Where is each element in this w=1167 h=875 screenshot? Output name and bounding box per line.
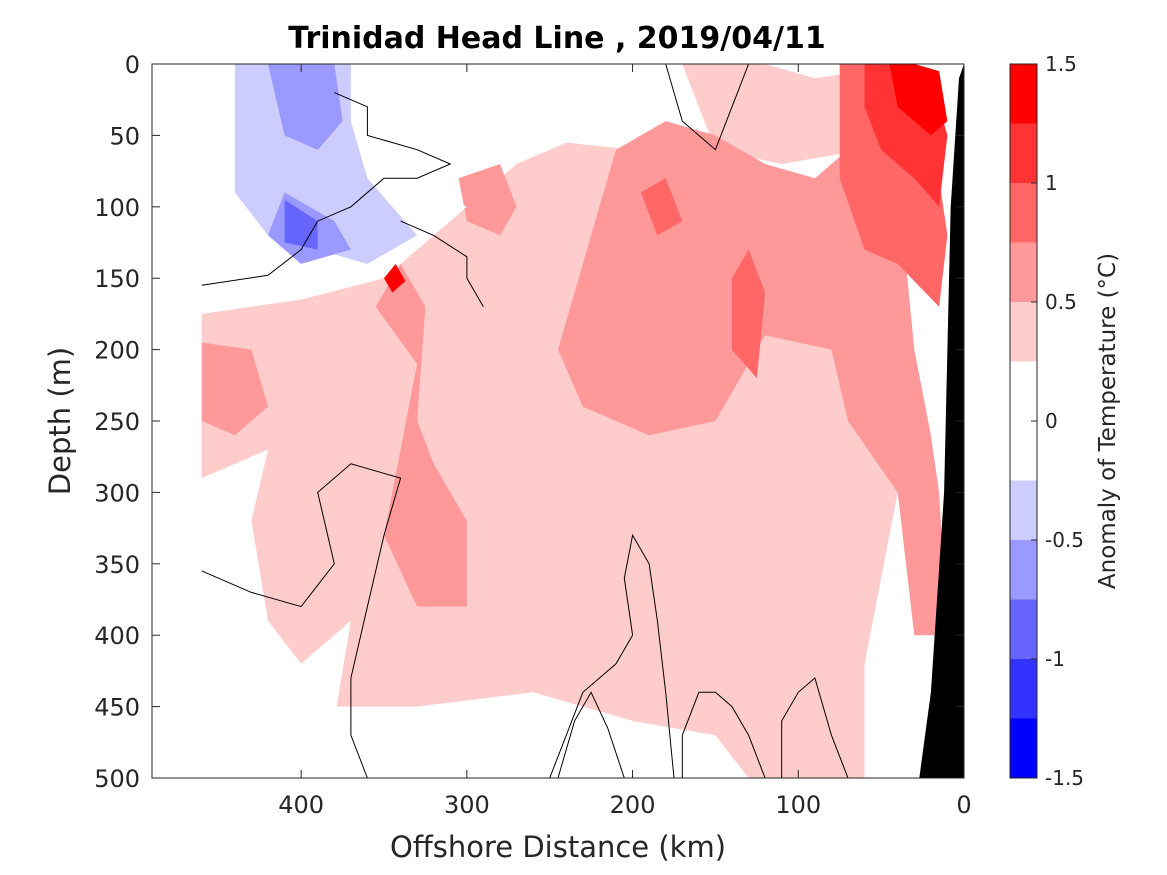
colorbar-swatch-8 [1010,183,1037,243]
y-tick-label-350: 350 [94,551,140,579]
colorbar-swatch-9 [1010,123,1037,183]
zero-contour-line-5 [781,677,849,778]
y-axis-label: Depth (m) [43,347,77,495]
colorbar-tick-label-5: -1 [1045,647,1065,671]
y-tick-label-500: 500 [94,765,140,793]
y-tick-label-100: 100 [94,194,140,222]
anomaly-region-2 [201,342,268,436]
zero-contour-line-7 [557,691,625,778]
colorbar-tick-label-1: 1 [1045,171,1058,195]
colorbar-swatch-4 [1010,480,1037,540]
y-tick-label-50: 50 [109,122,140,150]
anomaly-region-16 [268,64,343,150]
y-tick-label-200: 200 [94,337,140,365]
colorbar-tick-label-2: 0.5 [1045,290,1077,314]
y-tick-label-450: 450 [94,694,140,722]
bathymetry-mask [919,64,964,778]
colorbar-swatch-3 [1010,540,1037,600]
anomaly-region-10 [889,64,948,136]
anomaly-region-18 [284,199,318,250]
anomaly-region-1 [682,64,865,164]
chart-title: Trinidad Head Line , 2019/04/11 [288,21,825,56]
plot-area [151,63,965,779]
y-tick-label-300: 300 [94,479,140,507]
anomaly-region-4 [458,164,517,236]
y-tick-label-0: 0 [125,51,140,79]
colorbar-swatch-2 [1010,599,1037,659]
anomaly-region-5 [558,121,948,636]
zero-contour-line-3 [549,533,675,778]
y-axis: 0 50 100 150 200 250 300 350 400 450 500 [94,51,964,793]
zero-contour-line-4 [681,691,766,778]
x-tick-label-0: 0 [956,791,971,819]
colorbar-swatch-0 [1010,718,1037,778]
anomaly-region-14 [483,64,550,122]
colorbar-tick-label-3: 0 [1045,409,1058,433]
anomaly-region-7 [732,249,766,379]
colorbar-tick-label-0: 1.5 [1045,52,1077,76]
colorbar-label: Anomaly of Temperature (°C) [1095,253,1121,589]
anomaly-region-8 [640,178,683,236]
colorbar-tick-label-4: -0.5 [1045,528,1084,552]
anomaly-region-11 [384,263,406,293]
colorbar-tick-label-6: -1.5 [1045,766,1084,790]
colorbar-swatch-1 [1010,659,1037,719]
anomaly-region-13 [201,620,351,778]
colorbar-swatch-7 [1010,242,1037,302]
x-axis-label: Offshore Distance (km) [390,830,726,864]
x-tick-label-100: 100 [775,791,821,819]
y-tick-label-250: 250 [94,408,140,436]
zero-contour-line-1 [400,220,484,308]
y-tick-label-400: 400 [94,622,140,650]
zero-contour-line-0 [201,92,452,286]
x-axis: 400 300 200 100 0 [278,64,972,819]
x-tick-label-300: 300 [444,791,490,819]
zero-contour-line-2 [201,463,402,778]
x-tick-label-400: 400 [278,791,324,819]
anomaly-region-3 [375,263,467,607]
colorbar-swatch-6 [1010,302,1037,362]
colorbar-swatch-10 [1010,64,1037,124]
colorbar: 1.5 1 0.5 0 -0.5 -1 -1.5 [1009,52,1084,790]
x-tick-label-200: 200 [610,791,656,819]
y-tick-label-150: 150 [94,265,140,293]
zero-contour-line-6 [665,64,750,151]
